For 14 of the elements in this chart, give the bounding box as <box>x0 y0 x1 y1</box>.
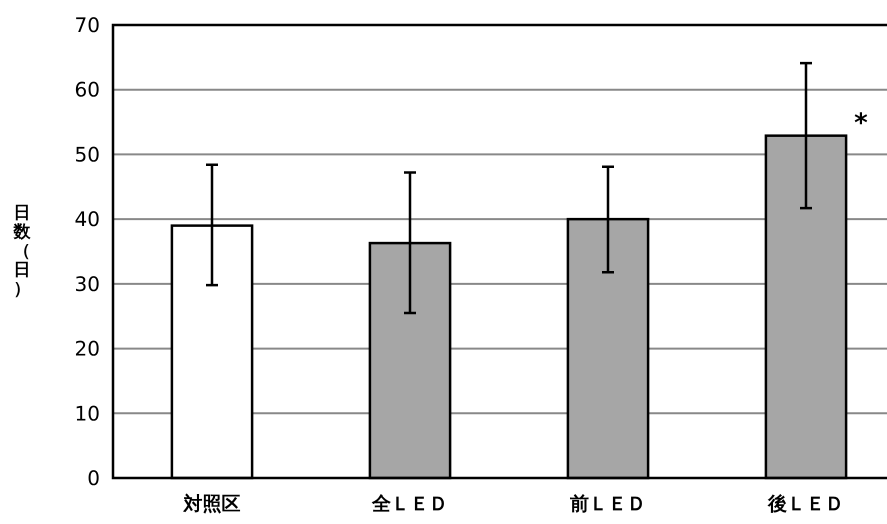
x-tick-label: 前ＬＥＤ <box>569 493 646 515</box>
y-tick-label: 70 <box>74 13 100 37</box>
y-tick-label: 50 <box>74 142 100 166</box>
y-tick-label: 0 <box>87 466 100 490</box>
y-tick-label: 20 <box>74 336 100 361</box>
x-tick-label: 後ＬＥＤ <box>767 493 844 515</box>
y-tick-label: 30 <box>74 272 100 296</box>
x-tick-label: 全ＬＥＤ <box>371 493 448 515</box>
x-tick-label: 対照区 <box>182 493 240 515</box>
annotation: * <box>854 108 868 139</box>
y-axis-title: 日数（日） <box>12 203 32 299</box>
y-tick-label: 60 <box>74 78 100 102</box>
y-tick-label: 40 <box>74 207 100 232</box>
y-tick-label: 10 <box>74 401 100 426</box>
